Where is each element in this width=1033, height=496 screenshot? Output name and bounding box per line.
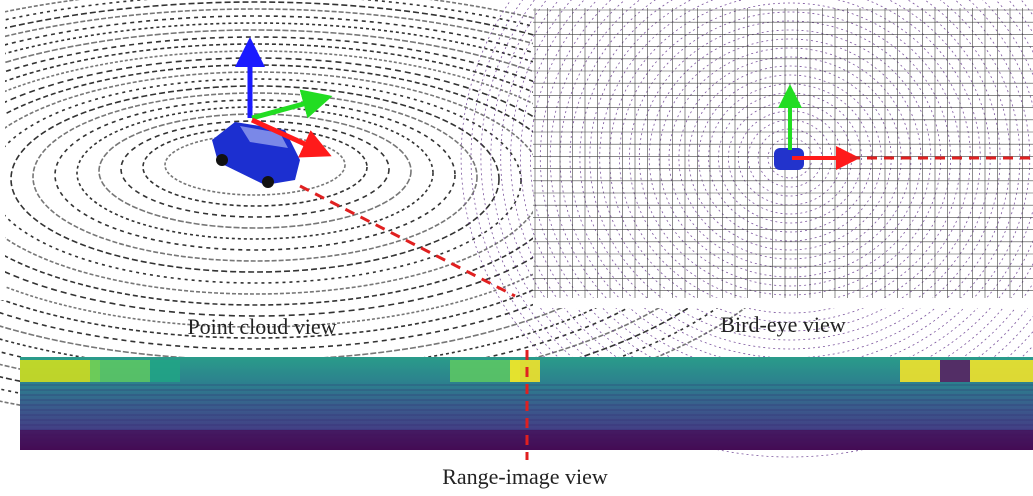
range-blob xyxy=(940,360,970,382)
caption: Bird-eye view xyxy=(720,312,845,337)
figure: Point cloud view Bird-eye view Range-ima… xyxy=(0,0,1033,496)
range-blob xyxy=(510,360,540,382)
clip-mask xyxy=(0,0,5,300)
range-blob xyxy=(150,360,180,382)
range-blob xyxy=(20,360,100,382)
caption: Point cloud view xyxy=(187,314,336,339)
range-blob xyxy=(450,360,520,382)
caption: Range-image view xyxy=(442,464,608,489)
page: Point cloud view Bird-eye view Range-ima… xyxy=(0,0,1033,496)
clip-right xyxy=(533,298,1033,308)
range-blob xyxy=(90,360,150,382)
